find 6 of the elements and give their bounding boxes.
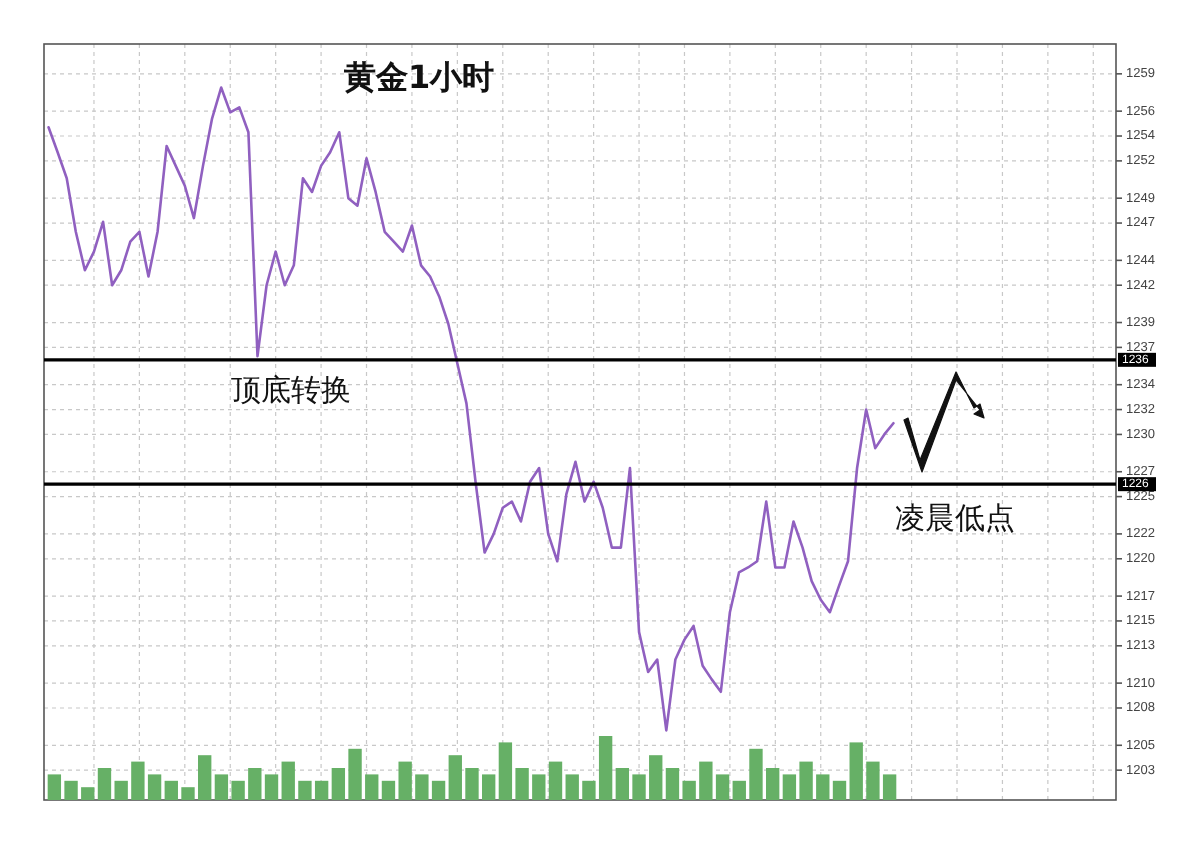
- annotation: 凌晨低点: [895, 500, 1016, 537]
- text: 黄金1小时: [342, 58, 495, 96]
- bar: [548, 761, 563, 800]
- annotation: 顶底转换: [230, 371, 351, 408]
- bar: [264, 774, 279, 800]
- bar: [832, 780, 847, 800]
